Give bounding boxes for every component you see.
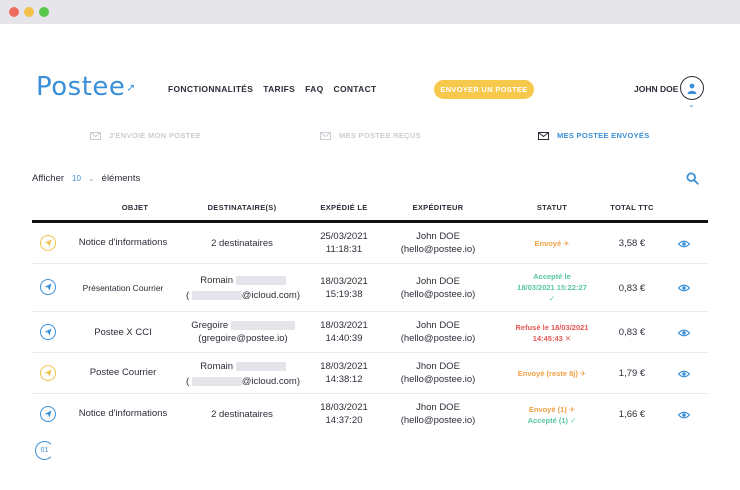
row-date: 25/03/2021 11:18:31: [320, 231, 368, 255]
chevron-down-icon[interactable]: ⌄: [87, 174, 95, 183]
tab-envoyes[interactable]: MES POSTEE ENVOYÉS: [538, 131, 650, 140]
window-titlebar: [0, 0, 740, 24]
redacted-name: [230, 320, 295, 330]
send-postee-button[interactable]: ENVOYER UN POSTEE: [434, 80, 534, 99]
row-total: 0,83 €: [618, 283, 646, 294]
row-date: 18/03/2021 14:38:12: [320, 361, 368, 385]
row-total: 1,79 €: [618, 368, 646, 379]
row-total: 0,83 €: [618, 327, 646, 338]
status-badge: Refusé le 18/03/2021 14:45:43 ✕: [515, 323, 589, 343]
row-dest: Gregoire (gregoire@postee.io): [182, 319, 304, 345]
redacted-email: [191, 290, 242, 300]
col-statut[interactable]: STATUT: [536, 203, 568, 212]
eye-icon[interactable]: [678, 411, 690, 419]
tab-label: MES POSTEE REÇUS: [339, 131, 421, 140]
row-total: 1,66 €: [618, 409, 646, 420]
send-icon: [40, 235, 56, 251]
redacted-name: [235, 275, 286, 285]
col-expediteur[interactable]: EXPÉDITEUR: [412, 203, 464, 212]
logo-arrow-icon: ➚: [126, 81, 137, 94]
col-objet[interactable]: OBJET: [121, 203, 149, 212]
logo-text: Postee: [36, 72, 126, 102]
page-size-suffix: éléments: [101, 173, 141, 184]
tab-label: MES POSTEE ENVOYÉS: [557, 131, 650, 140]
nav-link-contact[interactable]: CONTACT: [333, 84, 377, 94]
eye-icon[interactable]: [678, 329, 690, 337]
page-size-control: Afficher 10 ⌄ éléments: [32, 173, 140, 184]
mail-icon: [90, 131, 101, 140]
row-dest: Romain ( @icloud.com): [185, 275, 301, 301]
redacted-name: [235, 361, 286, 371]
send-icon: [40, 406, 56, 422]
user-name[interactable]: JOHN DOE: [634, 84, 679, 94]
table-row[interactable]: Notice d'informations 2 destinataires 25…: [32, 223, 708, 264]
chevron-down-icon[interactable]: ⌄: [688, 100, 695, 109]
row-sender: John DOE (hello@postee.io): [400, 231, 476, 255]
row-date: 18/03/2021 15:19:38: [320, 276, 368, 300]
logo[interactable]: Postee➚: [36, 72, 136, 102]
page-size-select[interactable]: 10: [72, 174, 81, 183]
row-objet: Postee Courrier: [89, 367, 157, 378]
row-dest: 2 destinataires: [211, 409, 273, 420]
table-row[interactable]: Présentation Courrier Romain ( @icloud.c…: [32, 264, 708, 312]
send-icon: [40, 365, 56, 381]
status-badge: Envoyé ✈: [534, 239, 570, 248]
row-objet: Notice d'informations: [78, 408, 168, 419]
col-expedie[interactable]: EXPÉDIÉ LE: [320, 203, 368, 212]
row-objet: Postee X CCI: [94, 327, 152, 338]
row-objet: Notice d'informations: [78, 237, 168, 248]
table-row[interactable]: Postee Courrier Romain ( @icloud.com) 18…: [32, 353, 708, 394]
eye-icon[interactable]: [678, 370, 690, 378]
redacted-email: [191, 376, 242, 386]
table-row[interactable]: Notice d'informations 2 destinataires 18…: [32, 394, 708, 436]
row-total: 3,58 €: [618, 238, 646, 249]
row-objet: Présentation Courrier: [82, 283, 164, 293]
row-sender: John DOE (hello@postee.io): [400, 276, 476, 300]
send-icon: [40, 324, 56, 340]
page-size-prefix: Afficher: [32, 173, 65, 184]
row-date: 18/03/2021 14:40:39: [320, 320, 368, 344]
col-total[interactable]: TOTAL TTC: [610, 203, 654, 212]
main-nav: FONCTIONNALITÉS TARIFS FAQ CONTACT: [168, 84, 377, 94]
nav-link-fonctionnalites[interactable]: FONCTIONNALITÉS: [168, 84, 254, 94]
mail-icon: [538, 131, 549, 140]
row-dest: Romain ( @icloud.com): [185, 361, 301, 387]
nav-link-tarifs[interactable]: TARIFS: [263, 84, 296, 94]
close-window-button[interactable]: [9, 7, 19, 17]
eye-icon[interactable]: [678, 284, 690, 292]
header-divider: [32, 220, 708, 223]
mail-icon: [320, 131, 331, 140]
col-destinataires[interactable]: DESTINATAIRE(S): [207, 203, 277, 212]
eye-icon[interactable]: [678, 240, 690, 248]
nav-link-faq[interactable]: FAQ: [305, 84, 324, 94]
row-dest: 2 destinataires: [211, 238, 273, 249]
tab-label: J'ENVOIE MON POSTEE: [109, 131, 202, 140]
status-badge: Accepté le 18/03/2021 15:22:27 ✓: [517, 272, 587, 303]
row-sender: Jhon DOE (hello@postee.io): [400, 402, 476, 426]
table-row[interactable]: Postee X CCI Gregoire (gregoire@postee.i…: [32, 312, 708, 353]
tab-envoie[interactable]: J'ENVOIE MON POSTEE: [90, 131, 201, 140]
row-sender: Jhon DOE (hello@postee.io): [400, 361, 476, 385]
tab-recus[interactable]: MES POSTEE REÇUS: [320, 131, 421, 140]
status-badge: Envoyé (reste 8j) ✈: [517, 369, 587, 378]
row-date: 18/03/2021 14:37:20: [320, 402, 368, 426]
search-icon[interactable]: [686, 172, 699, 185]
row-sender: John DOE (hello@postee.io): [400, 320, 476, 344]
minimize-window-button[interactable]: [24, 7, 34, 17]
maximize-window-button[interactable]: [39, 7, 49, 17]
user-icon[interactable]: [680, 76, 704, 100]
status-badge: Envoyé (1) ✈ Accepté (1) ✓: [527, 405, 577, 425]
pagination-page[interactable]: 01: [35, 441, 54, 460]
table-header: OBJET DESTINATAIRE(S) EXPÉDIÉ LE EXPÉDIT…: [32, 203, 708, 219]
send-icon: [40, 279, 56, 295]
